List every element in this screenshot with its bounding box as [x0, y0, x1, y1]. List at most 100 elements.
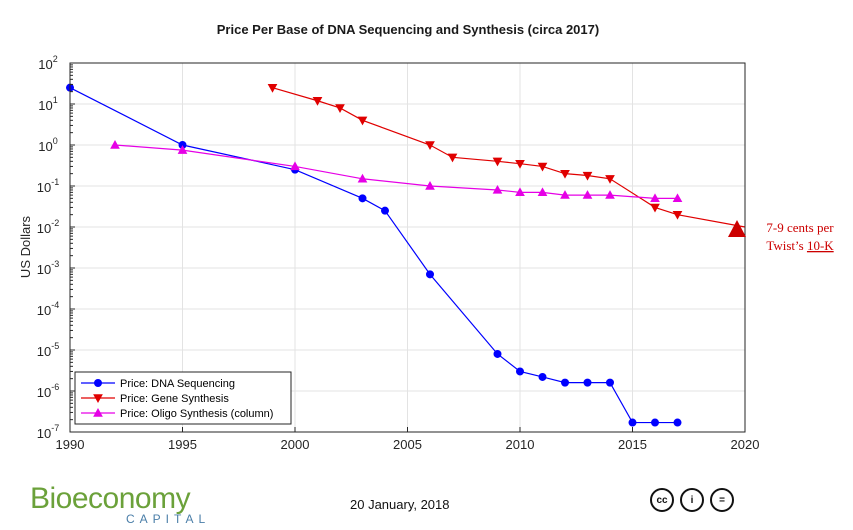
- y-tick-base: 10: [37, 426, 51, 441]
- oligo-synthesis-point: [605, 190, 615, 199]
- oligo-synthesis-point: [515, 187, 525, 197]
- oligo-synthesis-point: [110, 139, 120, 149]
- y-tick-label: 10-4: [37, 300, 59, 318]
- logo-wordmark: Bioeconomy: [30, 482, 191, 515]
- y-axis-label: US Dollars: [18, 215, 33, 278]
- legend-marker-gene-synthesis: [93, 394, 103, 404]
- gene-synthesis-point: [605, 175, 615, 184]
- dna-sequencing-point: [561, 378, 569, 387]
- license-icons: cc i =: [650, 488, 734, 512]
- gene-synthesis-point: [650, 203, 660, 213]
- dna-sequencing-point: [516, 367, 524, 376]
- oligo-synthesis-point: [425, 180, 435, 190]
- annotation: 7-9 cents per Twist’s 10-K: [728, 220, 834, 253]
- dna-sequencing-point: [426, 270, 434, 279]
- gene-synthesis-point: [335, 104, 345, 114]
- annotation-link[interactable]: 10-K: [807, 238, 834, 253]
- x-axis: 1990 1995 2000 2005 2010 2015 2020: [56, 427, 760, 452]
- series-layer: [66, 83, 746, 427]
- legend-label-dna-sequencing: Price: DNA Sequencing: [120, 378, 235, 390]
- x-tick-label: 2020: [731, 437, 760, 452]
- dna-sequencing-point: [583, 378, 592, 387]
- x-tick-label: 1990: [56, 437, 85, 452]
- x-tick-label: 2000: [281, 437, 310, 452]
- y-tick-base: 10: [37, 385, 51, 400]
- y-tick-label: 100: [38, 136, 57, 154]
- y-tick-exponent: -6: [51, 382, 59, 392]
- logo-subtitle: CAPITAL: [126, 512, 211, 526]
- x-tick-label: 1995: [168, 437, 197, 452]
- dna-sequencing-point: [606, 378, 614, 387]
- gene-synthesis-point: [582, 171, 593, 181]
- y-tick-label: 10-1: [37, 177, 59, 195]
- y-tick-label: 10-6: [37, 382, 59, 400]
- dna-sequencing-point: [673, 418, 682, 427]
- bioeconomy-logo: Bioeconomy CAPITAL: [30, 482, 230, 528]
- y-tick-base: 10: [37, 303, 51, 318]
- y-tick-label: 10-7: [37, 423, 59, 441]
- oligo-synthesis-point: [560, 190, 570, 199]
- y-tick-label: 10-3: [37, 259, 59, 277]
- y-tick-exponent: 2: [53, 54, 58, 64]
- annotation-prefix: Twist’s: [766, 238, 807, 253]
- dna-sequencing-point: [381, 206, 389, 215]
- oligo-synthesis-point: [290, 161, 300, 171]
- y-tick-exponent: -3: [51, 259, 59, 269]
- oligo-synthesis-point: [492, 184, 503, 194]
- dna-sequencing-point: [651, 418, 659, 427]
- y-tick-exponent: 0: [53, 136, 58, 146]
- y-tick-label: 10-5: [37, 341, 59, 359]
- gene-synthesis-point: [672, 210, 683, 220]
- y-tick-label: 10-2: [37, 218, 59, 236]
- oligo-synthesis-point: [177, 145, 188, 154]
- dna-sequencing-point: [538, 372, 547, 381]
- y-tick-base: 10: [38, 139, 52, 154]
- legend-marker-oligo-synthesis: [93, 407, 103, 417]
- gene-synthesis-point: [267, 83, 278, 93]
- gene-synthesis-point: [425, 141, 435, 151]
- y-tick-exponent: -2: [51, 218, 59, 228]
- y-tick-base: 10: [37, 180, 51, 195]
- x-tick-label: 2010: [506, 437, 535, 452]
- dna-sequencing-point: [358, 194, 367, 203]
- y-tick-exponent: -4: [51, 300, 59, 310]
- oligo-synthesis-point: [357, 173, 368, 183]
- annotation-line-1: 7-9 cents per: [766, 220, 834, 235]
- y-tick-base: 10: [37, 344, 51, 359]
- x-tick-label: 2015: [618, 437, 647, 452]
- y-tick-base: 10: [38, 98, 52, 113]
- annotation-line-2: Twist’s 10-K: [766, 238, 834, 253]
- legend: Price: DNA Sequencing Price: Gene Synthes…: [74, 371, 292, 425]
- creative-commons-icon: cc: [650, 488, 674, 512]
- y-tick-exponent: -7: [51, 423, 59, 433]
- gene-synthesis-point: [492, 157, 503, 167]
- oligo-synthesis-point: [650, 193, 660, 203]
- no-derivatives-icon: =: [710, 488, 734, 512]
- gene-synthesis-point: [357, 116, 368, 126]
- y-tick-base: 10: [38, 57, 52, 72]
- gene-synthesis-point: [560, 169, 570, 179]
- y-tick-base: 10: [37, 221, 51, 236]
- chart-title: Price Per Base of DNA Sequencing and Syn…: [217, 22, 599, 37]
- legend-label-oligo-synthesis: Price: Oligo Synthesis (column): [120, 408, 273, 420]
- y-tick-label: 102: [38, 54, 57, 72]
- footer-date: 20 January, 2018: [350, 497, 450, 512]
- y-tick-exponent: -1: [51, 177, 59, 187]
- chart: Price Per Base of DNA Sequencing and Syn…: [18, 22, 834, 452]
- oligo-synthesis-point: [537, 187, 548, 197]
- gene-synthesis-point: [312, 97, 323, 106]
- attribution-icon: i: [680, 488, 704, 512]
- legend-marker-dna-sequencing: [94, 379, 102, 387]
- gene-synthesis-point: [447, 153, 458, 163]
- oligo-synthesis-point: [582, 190, 593, 199]
- dna-sequencing-point: [628, 418, 637, 427]
- gene-synthesis-point: [515, 159, 525, 169]
- oligo-synthesis-point: [672, 193, 683, 203]
- y-tick-exponent: 1: [53, 95, 58, 105]
- x-tick-label: 2005: [393, 437, 422, 452]
- y-tick-base: 10: [37, 262, 51, 277]
- dna-sequencing-point: [493, 349, 502, 358]
- y-tick-label: 101: [38, 95, 57, 113]
- legend-label-gene-synthesis: Price: Gene Synthesis: [120, 393, 229, 405]
